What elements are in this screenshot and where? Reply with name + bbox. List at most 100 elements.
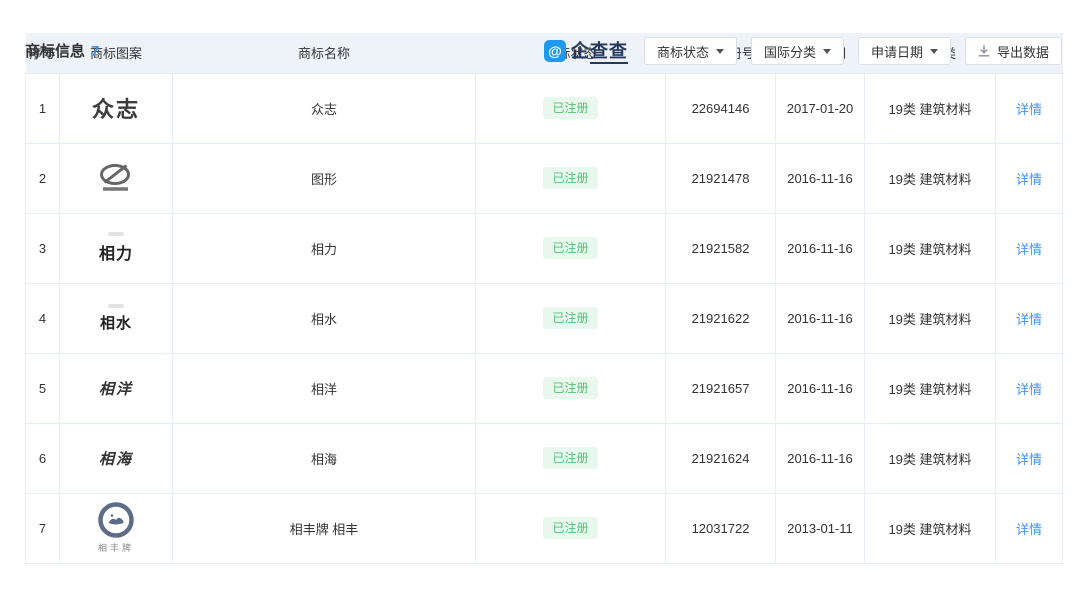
detail-link[interactable]: 详情 xyxy=(1015,241,1042,257)
table-row: 6 相海 相海 已注册 21921624 2016-11-16 19类 建筑材料… xyxy=(25,422,1063,494)
trademark-name: 众志 xyxy=(172,72,476,144)
page-title: 商标信息 7 xyxy=(25,40,99,61)
reg-number: 21921478 xyxy=(665,142,776,214)
detail-link[interactable]: 详情 xyxy=(1015,451,1042,467)
round-emblem-logo: 相丰牌 xyxy=(61,502,171,554)
action-cell: 详情 xyxy=(995,212,1063,284)
trademark-count: 7 xyxy=(91,43,100,60)
status-cell: 已注册 xyxy=(475,72,666,144)
table-row: 7 相丰牌 相丰牌 相丰 已注册 12031722 2013-01-11 xyxy=(25,492,1063,564)
intl-class: 19类 建筑材料 xyxy=(864,142,996,214)
filter-button-apply-date[interactable]: 申请日期 xyxy=(857,37,951,65)
reg-number: 21921622 xyxy=(665,282,776,354)
status-cell: 已注册 xyxy=(475,352,666,424)
column-header-seq: 序号 xyxy=(25,33,60,74)
trademark-table: 序号 商标图案 商标名称 商标状态 申请/注册号 申请日期 国际分类 操作 1 … xyxy=(25,33,1063,564)
chevron-down-icon xyxy=(715,49,724,54)
trademark-image-cell: 相丰牌 xyxy=(59,492,173,564)
action-cell: 详情 xyxy=(995,352,1063,424)
intl-class: 19类 建筑材料 xyxy=(864,72,996,144)
status-badge: 已注册 xyxy=(543,307,598,329)
trademark-image-cell xyxy=(59,142,173,214)
reg-number: 21921624 xyxy=(665,422,776,494)
status-badge: 已注册 xyxy=(543,377,598,399)
intl-class: 19类 建筑材料 xyxy=(864,352,996,424)
trademark-name: 相海 xyxy=(172,422,476,494)
apply-date: 2013-01-11 xyxy=(775,492,865,564)
table-row: 5 相洋 相洋 已注册 21921657 2016-11-16 19类 建筑材料… xyxy=(25,352,1063,424)
status-badge: 已注册 xyxy=(543,97,598,119)
trademark-image: 相海 xyxy=(98,451,133,468)
table-row: 4 相水 相水 已注册 21921622 2016-11-16 19类 建筑材料… xyxy=(25,282,1063,354)
trademark-image-cell: 相水 xyxy=(59,282,173,354)
reg-number: 21921657 xyxy=(665,352,776,424)
trademark-image: 相力 xyxy=(98,246,133,263)
trademark-name: 相力 xyxy=(172,212,476,284)
trademark-image-cell: 相海 xyxy=(59,422,173,494)
download-icon xyxy=(978,45,990,57)
trademark-image: 相水 xyxy=(99,314,132,332)
apply-date: 2017-01-20 xyxy=(775,72,865,144)
table-row: 2 图形 已注册 21921478 2016-11-16 19类 建筑材料 详情 xyxy=(25,142,1063,214)
seq-cell: 3 xyxy=(25,212,60,284)
status-cell: 已注册 xyxy=(475,492,666,564)
export-data-button[interactable]: 导出数据 xyxy=(964,37,1062,65)
status-cell: 已注册 xyxy=(475,422,666,494)
stylized-e-logo xyxy=(61,161,171,195)
intl-class: 19类 建筑材料 xyxy=(864,282,996,354)
trademark-image: 相洋 xyxy=(98,381,133,398)
seq-cell: 1 xyxy=(25,72,60,144)
trademark-image-cell: 相洋 xyxy=(59,352,173,424)
reg-number: 12031722 xyxy=(665,492,776,564)
trademark-name: 相丰牌 相丰 xyxy=(172,492,476,564)
status-cell: 已注册 xyxy=(475,282,666,354)
trademark-image-cell: 相力 xyxy=(59,212,173,284)
detail-link[interactable]: 详情 xyxy=(1015,171,1042,187)
action-cell: 详情 xyxy=(995,492,1063,564)
status-cell: 已注册 xyxy=(475,212,666,284)
action-cell: 详情 xyxy=(995,282,1063,354)
detail-link[interactable]: 详情 xyxy=(1015,101,1042,117)
trademark-image: 众志 xyxy=(91,97,140,122)
filter-button-intl-class[interactable]: 国际分类 xyxy=(750,37,844,65)
table-row: 1 众志 众志 已注册 22694146 2017-01-20 19类 建筑材料… xyxy=(25,72,1063,144)
status-badge: 已注册 xyxy=(543,237,598,259)
seq-cell: 5 xyxy=(25,352,60,424)
seq-cell: 7 xyxy=(25,492,60,564)
action-cell: 详情 xyxy=(995,422,1063,494)
action-cell: 详情 xyxy=(995,72,1063,144)
intl-class: 19类 建筑材料 xyxy=(864,212,996,284)
apply-date: 2016-11-16 xyxy=(775,142,865,214)
brand-logo: @ 企查查 xyxy=(543,40,628,64)
chevron-down-icon xyxy=(929,49,938,54)
trademark-name: 图形 xyxy=(172,142,476,214)
emblem-caption: 相丰牌 xyxy=(97,543,134,553)
trademark-name: 相水 xyxy=(172,282,476,354)
apply-date: 2016-11-16 xyxy=(775,352,865,424)
apply-date: 2016-11-16 xyxy=(775,282,865,354)
detail-link[interactable]: 详情 xyxy=(1015,521,1042,537)
status-cell: 已注册 xyxy=(475,142,666,214)
status-badge: 已注册 xyxy=(543,517,598,539)
apply-date: 2016-11-16 xyxy=(775,212,865,284)
filter-button-trademark-status[interactable]: 商标状态 xyxy=(643,37,737,65)
table-row: 3 相力 相力 已注册 21921582 2016-11-16 19类 建筑材料… xyxy=(25,212,1063,284)
intl-class: 19类 建筑材料 xyxy=(864,422,996,494)
toolbar: @ 企查查 商标状态 国际分类 申请日期 导出数据 xyxy=(543,36,1062,66)
status-badge: 已注册 xyxy=(543,447,598,469)
qichacha-logo-icon: @ xyxy=(543,40,566,62)
detail-link[interactable]: 详情 xyxy=(1015,381,1042,397)
brand-name: 企查查 xyxy=(571,41,628,64)
detail-link[interactable]: 详情 xyxy=(1015,311,1042,327)
seq-cell: 6 xyxy=(25,422,60,494)
column-header-name: 商标名称 xyxy=(172,33,476,74)
seq-cell: 2 xyxy=(25,142,60,214)
action-cell: 详情 xyxy=(995,142,1063,214)
column-header-status: 商标状态 xyxy=(475,33,666,74)
apply-date: 2016-11-16 xyxy=(775,422,865,494)
trademark-name: 相洋 xyxy=(172,352,476,424)
reg-number: 21921582 xyxy=(665,212,776,284)
seq-cell: 4 xyxy=(25,282,60,354)
reg-number: 22694146 xyxy=(665,72,776,144)
chevron-down-icon xyxy=(822,49,831,54)
